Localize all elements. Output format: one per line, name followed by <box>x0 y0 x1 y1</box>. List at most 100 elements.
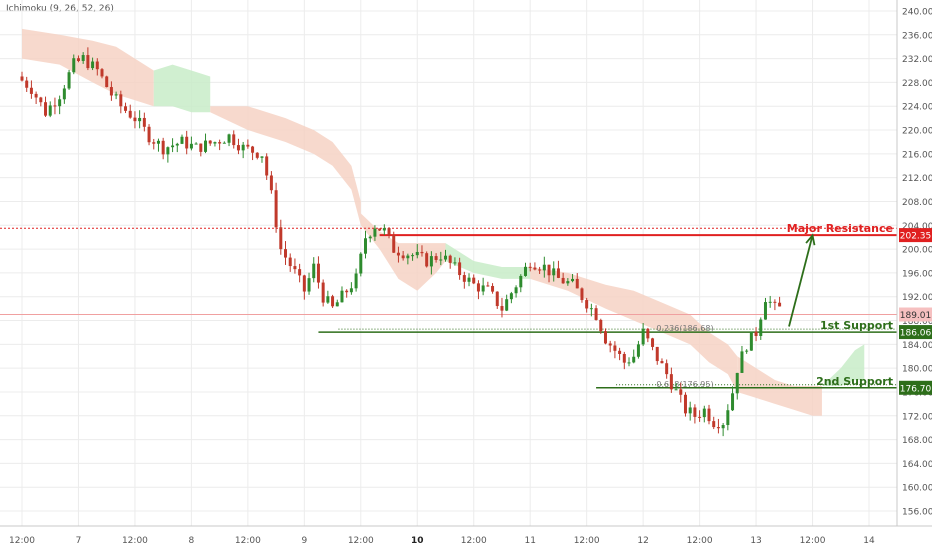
candle-body[interactable] <box>274 190 278 228</box>
candle-body[interactable] <box>185 136 189 149</box>
candle-body[interactable] <box>491 285 495 292</box>
candle-body[interactable] <box>603 331 607 344</box>
candle-body[interactable] <box>462 275 466 282</box>
candle-body[interactable] <box>335 302 339 307</box>
candle-body[interactable] <box>415 251 419 256</box>
candle-body[interactable] <box>100 69 104 77</box>
candle-body[interactable] <box>354 273 358 289</box>
candle-body[interactable] <box>688 407 692 414</box>
candle-body[interactable] <box>726 410 730 426</box>
candle-body[interactable] <box>81 55 85 61</box>
candle-body[interactable] <box>622 353 626 363</box>
candle-body[interactable] <box>128 110 132 118</box>
candle-body[interactable] <box>95 61 99 70</box>
candle-body[interactable] <box>171 145 175 148</box>
candle-body[interactable] <box>152 142 156 144</box>
candle-body[interactable] <box>213 142 217 144</box>
candle-body[interactable] <box>138 117 142 122</box>
candle-body[interactable] <box>269 175 273 191</box>
candle-body[interactable] <box>509 293 513 300</box>
candle-body[interactable] <box>636 344 640 357</box>
time-axis[interactable]: 12:00 7 12:00 8 12:00 9 12:00 10 12:00 11 12:00 12 1… <box>9 536 875 546</box>
candle-body[interactable] <box>222 142 226 144</box>
candle-body[interactable] <box>251 146 255 153</box>
candle-body[interactable] <box>255 152 259 158</box>
candle-body[interactable] <box>514 287 518 294</box>
candle-body[interactable] <box>716 427 720 429</box>
candle-body[interactable] <box>86 55 90 69</box>
candle-body[interactable] <box>76 58 80 61</box>
candle-body[interactable] <box>458 262 462 276</box>
candle-body[interactable] <box>119 94 123 107</box>
candle-body[interactable] <box>293 266 297 270</box>
candle-body[interactable] <box>331 296 335 307</box>
candles[interactable] <box>20 47 782 437</box>
candle-body[interactable] <box>665 363 669 375</box>
candle-body[interactable] <box>632 356 636 363</box>
candle-body[interactable] <box>561 277 565 284</box>
candle-body[interactable] <box>589 308 593 310</box>
candle-body[interactable] <box>189 143 193 149</box>
candle-body[interactable] <box>472 277 476 284</box>
candle-body[interactable] <box>434 256 438 260</box>
candle-body[interactable] <box>552 268 556 276</box>
candle-body[interactable] <box>44 102 48 116</box>
candle-body[interactable] <box>260 156 264 158</box>
candle-body[interactable] <box>613 345 617 351</box>
candle-body[interactable] <box>199 143 203 152</box>
candle-body[interactable] <box>698 416 702 418</box>
candle-body[interactable] <box>731 393 735 411</box>
candle-body[interactable] <box>218 142 222 144</box>
candle-body[interactable] <box>669 374 673 390</box>
candle-body[interactable] <box>641 328 645 345</box>
candle-body[interactable] <box>312 263 316 279</box>
candle-body[interactable] <box>763 302 767 320</box>
candle-body[interactable] <box>208 140 212 144</box>
candle-body[interactable] <box>759 319 763 337</box>
candle-body[interactable] <box>147 126 151 143</box>
candle-body[interactable] <box>279 227 283 250</box>
candle-body[interactable] <box>284 249 288 258</box>
candle-body[interactable] <box>575 278 579 289</box>
candle-body[interactable] <box>411 255 415 257</box>
candle-body[interactable] <box>721 425 725 429</box>
candle-body[interactable] <box>476 283 480 292</box>
candle-body[interactable] <box>53 105 57 107</box>
candle-body[interactable] <box>298 269 302 276</box>
candle-body[interactable] <box>655 346 659 362</box>
candle-body[interactable] <box>627 362 631 364</box>
candle-body[interactable] <box>124 106 128 111</box>
candle-body[interactable] <box>236 145 240 151</box>
candle-body[interactable] <box>241 144 245 151</box>
candle-body[interactable] <box>345 290 349 293</box>
candle-body[interactable] <box>683 394 687 414</box>
candle-body[interactable] <box>265 156 269 176</box>
candle-body[interactable] <box>674 389 678 391</box>
candle-body[interactable] <box>679 389 683 395</box>
candle-body[interactable] <box>373 228 377 237</box>
candle-body[interactable] <box>533 267 537 270</box>
candle-body[interactable] <box>754 331 758 337</box>
candle-body[interactable] <box>321 282 325 303</box>
candle-body[interactable] <box>91 61 95 69</box>
candle-body[interactable] <box>382 228 386 231</box>
candle-body[interactable] <box>39 97 43 103</box>
candle-body[interactable] <box>180 136 184 144</box>
candle-body[interactable] <box>538 269 542 271</box>
candle-body[interactable] <box>646 328 650 339</box>
candle-body[interactable] <box>109 87 113 96</box>
candle-body[interactable] <box>505 299 509 311</box>
candle-body[interactable] <box>420 251 424 254</box>
candle-body[interactable] <box>316 263 320 283</box>
candle-body[interactable] <box>599 319 603 332</box>
candle-body[interactable] <box>232 134 236 146</box>
candle-body[interactable] <box>495 291 499 307</box>
candle-body[interactable] <box>142 117 146 127</box>
candle-body[interactable] <box>556 268 560 278</box>
candle-body[interactable] <box>429 256 433 267</box>
candle-body[interactable] <box>749 331 753 351</box>
candle-body[interactable] <box>542 264 546 271</box>
candle-body[interactable] <box>396 252 400 256</box>
candle-body[interactable] <box>740 351 744 373</box>
candle-body[interactable] <box>114 94 118 96</box>
